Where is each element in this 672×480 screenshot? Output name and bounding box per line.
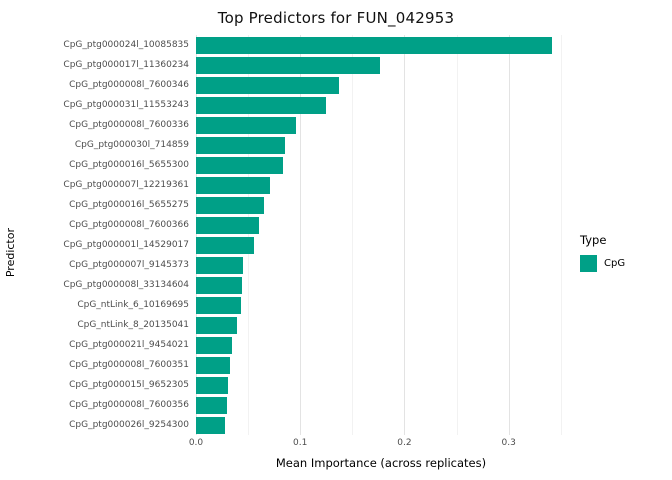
y-axis-label: CpG_ptg000017l_11360234	[63, 60, 189, 70]
bar	[196, 296, 241, 314]
bar-row	[196, 95, 566, 115]
minor-gridline	[456, 35, 458, 435]
bar-row	[196, 355, 566, 375]
y-axis-label: CpG_ptg000008l_7600346	[69, 80, 189, 90]
bar	[196, 56, 381, 74]
bar	[196, 376, 229, 394]
x-axis-tick-label: 0.1	[293, 438, 308, 448]
y-axis-label: CpG_ptg000026l_9254300	[69, 420, 189, 430]
y-axis-labels: CpG_ptg000024l_10085835 CpG_ptg000017l_11…	[20, 35, 196, 470]
bar-row	[196, 155, 566, 175]
y-axis-label: CpG_ptg000001l_14529017	[63, 240, 189, 250]
plot-panel-wrap: 0.0 0.1 0.2 0.3 Mean Importance (across rep…	[189, 35, 566, 470]
bar	[196, 236, 255, 254]
bar-row	[196, 315, 566, 335]
bar	[196, 416, 226, 434]
bar	[196, 156, 283, 174]
major-gridline	[404, 35, 406, 435]
bar-row	[196, 135, 566, 155]
legend-entry: CpG	[580, 255, 625, 272]
y-axis-label: CpG_ptg000016l_5655275	[69, 200, 189, 210]
chart-body: Predictor CpG_ptg000024l_10085835 CpG_ptg…	[0, 35, 672, 470]
bar-row	[196, 235, 566, 255]
y-axis-label: CpG_ptg000007l_12219361	[63, 180, 189, 190]
bar	[196, 216, 259, 234]
y-axis-label: CpG_ptg000008l_33134604	[63, 280, 189, 290]
y-axis-label: CpG_ptg000008l_7600351	[69, 360, 189, 370]
bar-row	[196, 175, 566, 195]
bar	[196, 336, 233, 354]
bar-row	[196, 115, 566, 135]
bar-row	[196, 275, 566, 295]
minor-gridline	[352, 35, 354, 435]
x-axis-tick-label: 0.3	[501, 438, 516, 448]
bar-row	[196, 55, 566, 75]
x-axis-tick-label: 0.2	[397, 438, 412, 448]
legend-title: Type	[580, 233, 607, 247]
bar	[196, 136, 285, 154]
major-gridline	[300, 35, 302, 435]
y-axis-label: CpG_ptg000015l_9652305	[69, 380, 189, 390]
y-axis-label: CpG_ptg000021l_9454021	[69, 340, 189, 350]
y-axis-title: Predictor	[0, 35, 20, 470]
y-axis-label: CpG_ptg000016l_5655300	[69, 160, 189, 170]
y-axis-title-text: Predictor	[3, 227, 17, 278]
y-axis-label: CpG_ptg000008l_7600356	[69, 400, 189, 410]
y-axis-label: CpG_ptg000031l_11553243	[63, 100, 189, 110]
legend-key-swatch	[580, 255, 597, 272]
y-axis-label: CpG_ptg000007l_9145373	[69, 260, 189, 270]
y-axis-label: CpG_ptg000030l_714859	[74, 140, 189, 150]
bar	[196, 356, 231, 374]
bar	[196, 196, 264, 214]
chart-title: Top Predictors for FUN_042953	[217, 9, 455, 27]
bar	[196, 276, 242, 294]
plot-panel	[196, 35, 566, 435]
x-axis: 0.0 0.1 0.2 0.3	[189, 435, 566, 450]
bar	[196, 176, 270, 194]
major-gridline	[196, 35, 197, 435]
bar-row	[196, 195, 566, 215]
bar	[196, 316, 237, 334]
bar-row	[196, 415, 566, 435]
bar	[196, 76, 339, 94]
legend: Type CpG	[580, 35, 625, 470]
bar-row	[196, 395, 566, 415]
y-axis-label: CpG_ptg000008l_7600336	[69, 120, 189, 130]
bar-row	[196, 75, 566, 95]
y-axis-label: CpG_ptg000024l_10085835	[63, 40, 189, 50]
bar-row	[196, 215, 566, 235]
bar-row	[196, 255, 566, 275]
x-axis-tick-label: 0.0	[188, 438, 204, 448]
minor-gridline	[560, 35, 562, 435]
minor-gridline	[248, 35, 250, 435]
y-axis-label: CpG_ntLink_8_20135041	[77, 320, 189, 330]
bar	[196, 36, 553, 54]
bar-row	[196, 375, 566, 395]
major-gridline	[508, 35, 510, 435]
bar	[196, 116, 297, 134]
y-axis-label: CpG_ntLink_6_10169695	[77, 300, 189, 310]
bar-row	[196, 335, 566, 355]
legend-entry-label: CpG	[604, 258, 626, 269]
bar	[196, 96, 327, 114]
bar	[196, 396, 228, 414]
bar-rows	[196, 35, 566, 435]
bar-row	[196, 35, 566, 55]
bar-row	[196, 295, 566, 315]
x-axis-title: Mean Importance (across replicates)	[275, 456, 487, 470]
y-axis-label: CpG_ptg000008l_7600366	[69, 220, 189, 230]
bar	[196, 256, 243, 274]
